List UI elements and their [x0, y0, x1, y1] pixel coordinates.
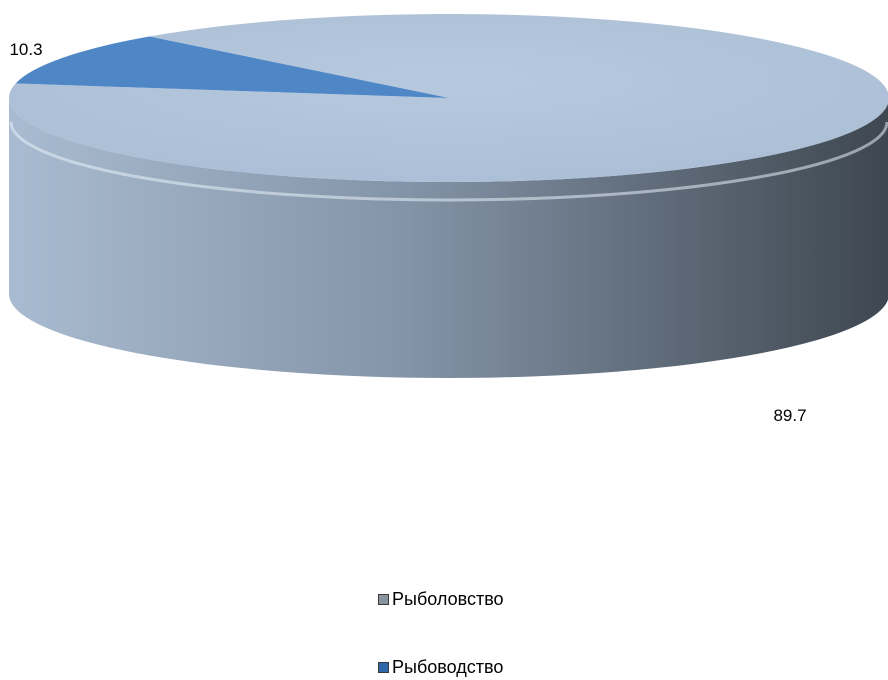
pie-side [9, 98, 888, 378]
pie-top [9, 14, 888, 202]
data-labels: 89.7 10.3 [9, 40, 806, 425]
pie-side-wall [9, 98, 888, 378]
pie-slice-fishing [9, 14, 888, 182]
pie-slice-fish-farming [15, 36, 449, 98]
data-label-fish-farming: 10.3 [9, 40, 42, 59]
data-label-fishing: 89.7 [773, 406, 806, 425]
legend-swatch-fishing [378, 593, 389, 605]
legend-item-fishing: Рыболовство [378, 586, 504, 612]
legend-label-fishing: Рыболовство [392, 588, 504, 609]
legend-item-fish-farming: Рыбоводство [378, 654, 503, 680]
pie-rim-highlight [9, 121, 888, 202]
legend-label-fish-farming: Рыбоводство [392, 656, 504, 677]
legend-swatch-fish-farming [378, 661, 389, 673]
